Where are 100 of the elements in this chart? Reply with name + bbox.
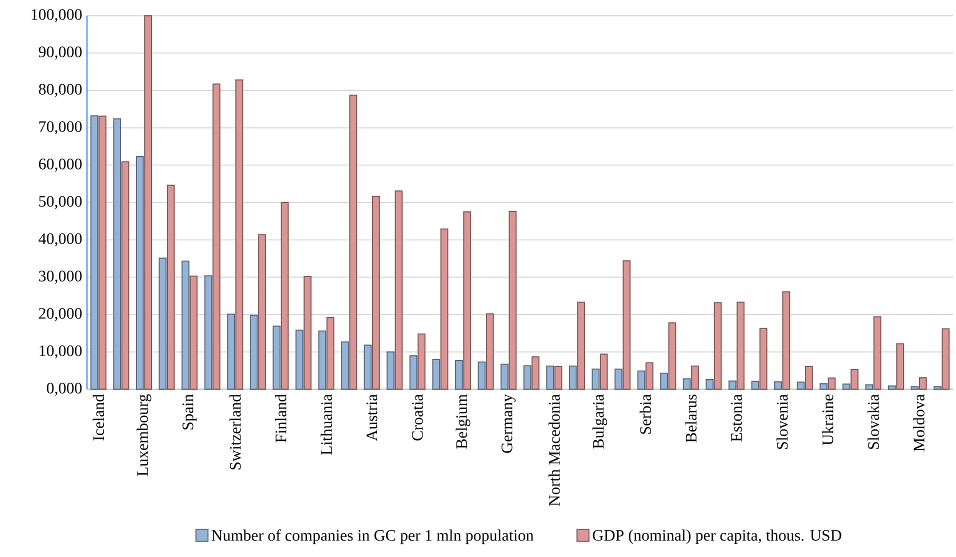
- bar: [622, 260, 631, 390]
- bar: [326, 317, 334, 390]
- x-tick-label: Serbia: [640, 394, 651, 434]
- bar: [782, 291, 790, 390]
- bar: [706, 379, 714, 390]
- x-tick-label: Belgium: [456, 394, 470, 449]
- bar: [934, 386, 942, 390]
- x-tick-label: Estonia: [731, 394, 742, 442]
- legend-label: Number of companies in GC per 1 mln population: [212, 529, 534, 544]
- bar: [888, 385, 896, 390]
- bar: [98, 116, 106, 390]
- x-tick-label: Austria: [366, 394, 378, 441]
- bar: [121, 161, 130, 390]
- y-tick-label: 60,000: [38, 158, 82, 172]
- bar: [204, 275, 212, 390]
- bar: [714, 302, 722, 390]
- bar: [500, 364, 508, 390]
- bar: [272, 326, 281, 390]
- bar: [454, 360, 463, 390]
- bar: [600, 354, 608, 390]
- bar: [318, 330, 326, 390]
- x-tick-label: Croatia: [412, 394, 423, 440]
- bar: [280, 202, 289, 390]
- bar: [508, 210, 517, 390]
- bar: [463, 211, 472, 390]
- x-tick-label: Belarus: [685, 394, 697, 442]
- x-tick-label: Slovenia: [776, 394, 788, 449]
- bar: [136, 156, 144, 390]
- x-tick-label: Finland: [275, 394, 286, 442]
- y-tick-label: 10,000: [40, 345, 82, 358]
- y-tick-label: 50,000: [39, 196, 82, 210]
- bar: [90, 115, 98, 390]
- bar: [842, 384, 850, 390]
- bar: [212, 84, 220, 390]
- x-tick-label: Moldova: [913, 394, 924, 452]
- bar: [250, 314, 258, 390]
- bar: [759, 328, 768, 390]
- bar: [774, 381, 782, 390]
- bar: [432, 358, 440, 390]
- bar: [364, 344, 372, 390]
- bar: [850, 368, 858, 390]
- bar: [668, 322, 676, 390]
- x-tick-label: Switzerland: [230, 394, 241, 470]
- bar: [592, 368, 600, 390]
- bar: [691, 366, 699, 390]
- x-tick-label: Slovakia: [868, 394, 879, 449]
- bar: [144, 15, 152, 390]
- x-tick-label: Spain: [182, 394, 197, 430]
- x-tick-label: Lithuania: [320, 394, 332, 455]
- legend-label: GDP (nominal) per capita, thous. USD: [592, 529, 842, 544]
- y-tick-label: 100,000: [32, 9, 82, 22]
- x-tick-label: North Macedonia: [548, 394, 560, 506]
- bar: [478, 361, 486, 390]
- bar: [258, 234, 266, 390]
- bar: [341, 341, 349, 390]
- x-tick-label: Iceland: [92, 394, 104, 441]
- bar: [372, 196, 380, 390]
- bar: [227, 314, 235, 390]
- y-tick-label: 80,000: [38, 84, 82, 97]
- bar: [546, 366, 554, 390]
- bar: [166, 184, 175, 390]
- bar: [190, 276, 198, 390]
- bar: [486, 313, 494, 390]
- bar: [942, 328, 950, 390]
- bar: [304, 276, 312, 390]
- bar: [660, 372, 668, 390]
- bar: [896, 343, 904, 390]
- bar: [828, 378, 836, 390]
- bar: [796, 382, 805, 390]
- bar: [637, 370, 646, 390]
- bar: [532, 356, 540, 390]
- y-tick-label: 70,000: [39, 121, 82, 134]
- bar: [394, 190, 403, 390]
- bar: [235, 79, 244, 390]
- bar: [873, 316, 882, 390]
- x-tick-label: Ukraine: [822, 394, 834, 446]
- bar: [751, 380, 760, 390]
- y-tick-label: 0,000: [46, 382, 82, 396]
- y-tick-label: 90,000: [38, 46, 82, 60]
- bar: [918, 377, 927, 390]
- bar: [645, 362, 654, 390]
- bar: [349, 94, 358, 390]
- bar: [805, 366, 813, 390]
- x-tick-label: Luxembourg: [136, 394, 152, 476]
- bar: [418, 333, 426, 390]
- bar: [682, 378, 691, 390]
- bar: [440, 228, 448, 390]
- bar: [577, 302, 586, 390]
- y-tick-label: 30,000: [39, 270, 82, 284]
- bar: [182, 260, 190, 390]
- bar: [295, 330, 304, 390]
- bar: [820, 383, 828, 390]
- bar: [554, 366, 562, 390]
- bar: [728, 380, 736, 390]
- y-tick-label: 40,000: [38, 233, 82, 246]
- bar: [736, 302, 745, 390]
- bar: [614, 368, 622, 390]
- bar: [409, 355, 418, 390]
- bar: [910, 386, 919, 390]
- bar: [523, 365, 532, 390]
